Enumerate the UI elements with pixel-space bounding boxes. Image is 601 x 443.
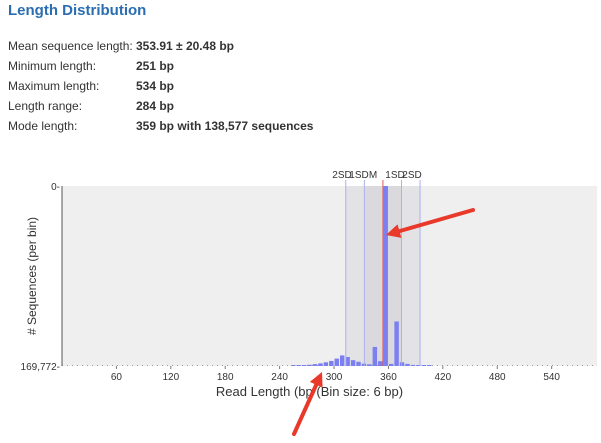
x-tick-label: 420 (435, 372, 452, 383)
sd-marker-label: 2SD (402, 170, 421, 181)
sd-marker-label: 1SD (349, 170, 368, 181)
x-tick-label: 240 (271, 372, 288, 383)
stat-value: 251 bp (136, 59, 175, 73)
stat-row-maximum: Maximum length: 534 bp (8, 76, 313, 96)
x-axis-title: Read Length (bp (Bin size: 6 bp) (216, 384, 403, 399)
histogram-bar (378, 361, 383, 366)
annotation-arrow (386, 208, 475, 238)
histogram-bar (345, 356, 350, 366)
stat-label: Mean sequence length: (8, 39, 133, 53)
histogram-bar (410, 364, 416, 366)
x-tick-label: 300 (326, 372, 343, 383)
x-tick-label: 180 (217, 372, 234, 383)
y-axis-title: # Sequences (per bin) (25, 217, 39, 335)
annotation-arrow (292, 372, 323, 436)
stat-label: Minimum length: (8, 59, 97, 73)
histogram-bar (323, 362, 329, 366)
histogram-bar (427, 365, 432, 366)
stat-row-minimum: Minimum length: 251 bp (8, 56, 313, 76)
sd-marker-label: 1SD (385, 170, 404, 181)
y-tick-label: 169,772- (21, 362, 60, 373)
histogram-bar (405, 363, 410, 366)
histogram-bar (339, 355, 345, 366)
stat-value: 284 bp (136, 99, 175, 113)
histogram-bar (301, 365, 307, 366)
page-title: Length Distribution (8, 2, 147, 19)
x-tick-label: 120 (162, 372, 179, 383)
stat-label: Length range: (8, 99, 83, 113)
stat-label: Mode length: (8, 119, 78, 133)
stat-value: 359 bp with 138,577 sequences (136, 119, 314, 133)
stat-value: 353.91 ± 20.48 bp (136, 39, 234, 53)
x-tick-label: 480 (489, 372, 506, 383)
histogram-bar (421, 365, 427, 366)
histogram-bar (312, 364, 318, 366)
histogram-bar (416, 365, 421, 366)
histogram-bar (388, 363, 394, 366)
sd-marker-label: M (369, 170, 377, 181)
stat-label: Maximum length: (8, 79, 100, 93)
histogram-bar (372, 346, 378, 366)
arrow-shaft (397, 208, 475, 234)
histogram-bar (399, 362, 405, 366)
sd-marker-label: 2SD (332, 170, 351, 181)
stat-row-mode: Mode length: 359 bp with 138,577 sequenc… (8, 116, 313, 136)
histogram-bar (291, 365, 296, 366)
plot-background (62, 186, 597, 366)
arrow-shaft (292, 382, 319, 436)
histogram-bar (307, 364, 312, 366)
histogram-bar (367, 364, 372, 366)
histogram-bar (329, 360, 334, 366)
stat-row-range: Length range: 284 bp (8, 96, 313, 116)
arrow-head (309, 372, 323, 388)
y-tick-label: 0- (51, 182, 60, 193)
stats-table: Mean sequence length: 353.91 ± 20.48 bp … (8, 36, 313, 136)
arrow-head (386, 224, 402, 238)
histogram-bar (296, 365, 301, 366)
histogram-bar (318, 363, 323, 366)
x-tick-label: 60 (111, 372, 123, 383)
stat-value: 534 bp (136, 79, 175, 93)
stat-row-mean: Mean sequence length: 353.91 ± 20.48 bp (8, 36, 313, 56)
histogram-bar (334, 358, 339, 366)
histogram-bar (350, 360, 356, 366)
x-tick-label: 360 (380, 372, 397, 383)
histogram-bar (383, 186, 388, 366)
histogram-bar (356, 361, 361, 366)
histogram-bar (394, 321, 399, 366)
x-tick-label: 540 (543, 372, 560, 383)
